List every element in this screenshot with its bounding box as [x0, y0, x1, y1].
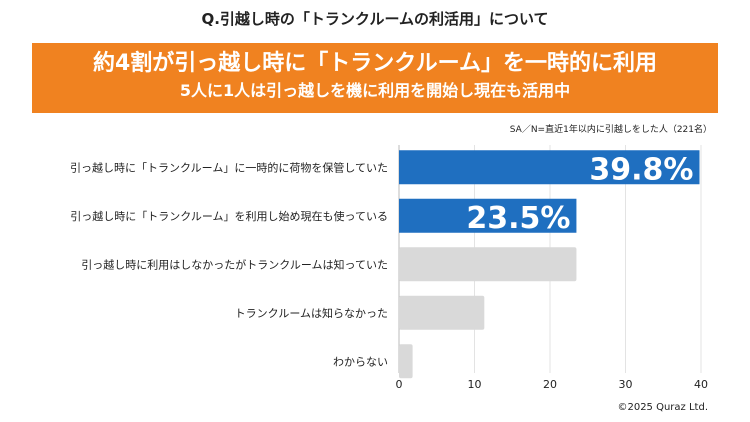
category-label: トランクルームは知らなかった	[235, 306, 388, 320]
category-label: わからない	[333, 355, 388, 368]
bar	[399, 247, 577, 282]
x-tick-label: 20	[543, 378, 557, 391]
category-label: 引っ越し時に「トランクルーム」に一時的に荷物を保管していた	[70, 160, 388, 174]
x-tick-label: 0	[396, 378, 403, 391]
x-tick-label: 40	[694, 378, 708, 391]
question-title: Q.引越し時の「トランクルームの利活用」について	[201, 10, 549, 28]
x-tick-label: 10	[468, 378, 482, 391]
x-tick-label: 30	[619, 378, 633, 391]
banner-headline: 約4割が引っ越し時に「トランクルーム」を一時的に利用	[93, 51, 657, 76]
copyright: ©2025 Quraz Ltd.	[617, 402, 708, 413]
banner-subhead: 5人に1人は引っ越しを機に利用を開始し現在も活用中	[179, 81, 571, 100]
category-label: 引っ越し時に利用はしなかったがトランクルームは知っていた	[81, 257, 388, 271]
bar	[399, 295, 485, 330]
bar	[399, 150, 700, 185]
category-label: 引っ越し時に「トランクルーム」を利用し始め現在も使っている	[70, 209, 388, 223]
data-label: 39.8%	[589, 152, 693, 187]
bar	[399, 198, 577, 233]
headline-banner: 約4割が引っ越し時に「トランクルーム」を一時的に利用 5人に1人は引っ越しを機に…	[32, 43, 718, 113]
bar	[399, 344, 413, 379]
sample-note: SA／N=直近1年以内に引越しをした人（221名）	[509, 125, 712, 135]
data-label: 23.5%	[466, 201, 570, 236]
